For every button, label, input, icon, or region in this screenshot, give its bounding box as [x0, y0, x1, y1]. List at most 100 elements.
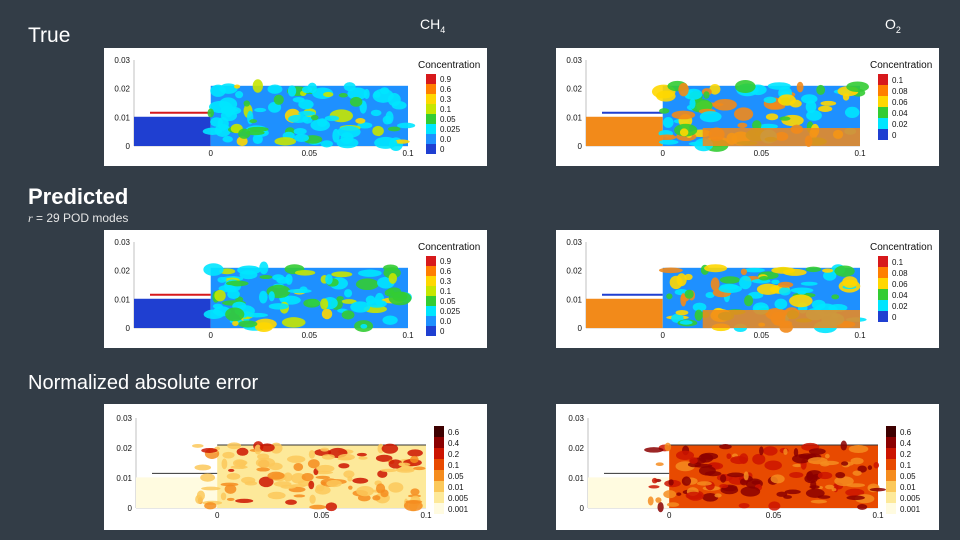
ch4-subscript: 4 — [440, 24, 446, 35]
colorbar-label: 0.0 — [440, 317, 452, 326]
colorbar-label: 0.1 — [440, 287, 452, 296]
panel-predicted-ch4: 0.03 0.02 0.01 0 0 0.05 0.1 Concentration 0.9 0.6… — [104, 230, 487, 348]
colorbar-label: 0.6 — [440, 267, 452, 276]
colorbar-label: 0.2 — [900, 450, 912, 459]
y-tick-label: 0.01 — [566, 295, 582, 304]
colorbar-label: 0.1 — [900, 461, 912, 470]
colorbar-swatch — [426, 326, 436, 336]
y-tick-label: 0.03 — [114, 238, 130, 247]
colorbar-label: 0.06 — [892, 98, 908, 107]
colorbar-label: 0.4 — [900, 439, 912, 448]
colorbar-label: 0.05 — [448, 472, 464, 481]
colorbar-swatch — [426, 296, 436, 306]
plot-true-o2: 0.03 0.02 0.01 0 0 0.05 0.1 Concentration 0.1 0.0… — [566, 56, 932, 158]
colorbar-swatch — [878, 107, 888, 118]
contour-field — [134, 261, 412, 333]
panel-predicted-o2: 0.03 0.02 0.01 0 0 0.05 0.1 Concentration 0.1 0.0… — [556, 230, 939, 348]
colorbar-title: Concentration — [870, 60, 932, 71]
colorbar-swatch — [434, 426, 444, 437]
plot-error-o2: 0.03 0.02 0.01 0 0 0.05 0.1 0.6 0.4 0.2 0.1 0.05 0.0… — [568, 414, 921, 520]
colorbar-label: 0.1 — [440, 105, 452, 114]
colorbar-label: 0.6 — [440, 85, 452, 94]
y-tick-label: 0.02 — [114, 85, 130, 94]
colorbar-swatch — [886, 503, 896, 514]
y-tick-label: 0.03 — [568, 414, 584, 423]
colorbar-label: 0.005 — [448, 494, 469, 503]
colorbar-label: 0.1 — [892, 258, 904, 267]
pod-modes-text: = 29 POD modes — [32, 211, 129, 225]
colorbar-swatch — [886, 481, 896, 492]
colorbar-swatch — [878, 96, 888, 107]
o2-text: O — [885, 16, 896, 32]
y-tick-label: 0.01 — [114, 295, 130, 304]
colorbar-label: 0 — [440, 327, 445, 336]
colorbar-swatch — [426, 286, 436, 296]
y-tick-label: 0.02 — [114, 267, 130, 276]
colorbar-swatch — [886, 459, 896, 470]
y-tick-label: 0.02 — [116, 444, 132, 453]
x-tick-label: 0 — [215, 511, 220, 520]
colorbar-swatch — [426, 144, 436, 154]
y-tick-label: 0.01 — [566, 113, 582, 122]
colorbar-label: 0 — [892, 313, 897, 322]
y-tick-label: 0.03 — [114, 56, 130, 65]
colorbar-label: 0.9 — [440, 75, 452, 84]
y-tick-label: 0 — [126, 142, 131, 151]
y-tick-label: 0.03 — [116, 414, 132, 423]
colorbar-label: 0.025 — [440, 125, 461, 134]
colorbar-label: 0.06 — [892, 280, 908, 289]
pod-rank-symbol: r — [28, 211, 33, 225]
colorbar-swatch — [878, 85, 888, 96]
ch4-text: CH — [420, 16, 441, 32]
colorbar-swatch — [426, 276, 436, 286]
x-tick-label: 0.05 — [754, 149, 770, 158]
x-tick-label: 0.1 — [872, 511, 884, 520]
colorbar-swatch — [426, 266, 436, 276]
y-tick-label: 0.01 — [116, 474, 132, 483]
colorbar-swatch — [434, 459, 444, 470]
colorbar-swatch — [426, 104, 436, 114]
colorbar-label: 0.01 — [900, 483, 916, 492]
o2-subscript: 2 — [895, 24, 901, 35]
x-tick-label: 0.1 — [854, 149, 866, 158]
colorbar-label: 0.005 — [900, 494, 921, 503]
colorbar-label: 0.05 — [900, 472, 916, 481]
x-tick-label: 0 — [667, 511, 672, 520]
colorbar-label: 0.08 — [892, 87, 908, 96]
x-tick-label: 0 — [660, 149, 665, 158]
colorbar-label: 0.4 — [448, 439, 460, 448]
panel-true-ch4: 0.03 0.02 0.01 0 0 0.05 0.1 Concentration 0.9 0.6… — [104, 48, 487, 166]
plot-predicted-o2: 0.03 0.02 0.01 0 0 0.05 0.1 Concentration 0.1 0.0… — [566, 238, 932, 340]
colorbar-swatch — [878, 129, 888, 140]
colorbar-swatch — [878, 74, 888, 85]
colorbar-label: 0.9 — [440, 257, 452, 266]
y-tick-label: 0.02 — [568, 444, 584, 453]
colorbar-label: 0.05 — [440, 115, 456, 124]
column-label-ch4: CH4 — [420, 16, 445, 35]
colorbar-swatch — [886, 426, 896, 437]
colorbar-swatch — [426, 84, 436, 94]
colorbar-label: 0.3 — [440, 95, 452, 104]
colorbar-label: 0.02 — [892, 120, 908, 129]
colorbar-swatch — [878, 278, 888, 289]
x-tick-label: 0.05 — [754, 331, 770, 340]
contour-field — [586, 264, 867, 334]
colorbar-label: 0.1 — [448, 461, 460, 470]
x-tick-label: 0 — [660, 331, 665, 340]
x-tick-label: 0 — [208, 331, 213, 340]
colorbar-swatch — [434, 481, 444, 492]
x-tick-label: 0.1 — [402, 331, 414, 340]
x-tick-label: 0.1 — [420, 511, 432, 520]
colorbar-title: Concentration — [418, 242, 480, 253]
y-tick-label: 0 — [128, 504, 133, 513]
colorbar-label: 0.01 — [448, 483, 464, 492]
colorbar-title: Concentration — [870, 242, 932, 253]
colorbar-swatch — [878, 300, 888, 311]
colorbar-swatch — [426, 114, 436, 124]
colorbar-swatch — [426, 94, 436, 104]
colorbar-swatch — [886, 448, 896, 459]
colorbar-label: 0.001 — [448, 505, 469, 514]
colorbar-label: 0 — [892, 131, 897, 140]
colorbar-title: Concentration — [418, 60, 480, 71]
